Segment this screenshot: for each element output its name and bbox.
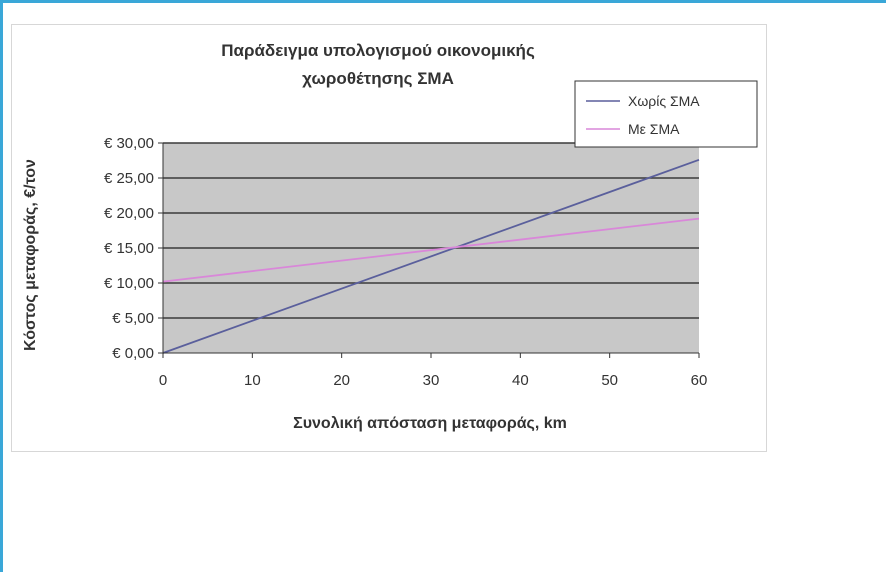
x-tick-label-0: 0 bbox=[159, 372, 167, 389]
chart-title-line-2: χωροθέτησης ΣΜΑ bbox=[302, 69, 454, 88]
y-tick-label-2: € 10,00 bbox=[104, 275, 154, 292]
series-line-me-sma bbox=[162, 217, 700, 283]
legend-box bbox=[574, 80, 758, 148]
chart-title-line-1: Παράδειγμα υπολογισμού οικονομικής bbox=[221, 41, 535, 60]
x-tick-label-2: 20 bbox=[333, 372, 350, 389]
y-tick-label-5: € 25,00 bbox=[104, 170, 154, 187]
y-tick-label-3: € 15,00 bbox=[104, 240, 154, 257]
series-line-xoris-sma bbox=[162, 158, 700, 354]
y-tick-label-1: € 5,00 bbox=[112, 310, 154, 327]
x-tick-label-5: 50 bbox=[601, 372, 618, 389]
legend: Χωρίς ΣΜΑ Με ΣΜΑ bbox=[574, 80, 758, 148]
series-layer bbox=[162, 158, 700, 354]
chart-svg: € 0,00 € 5,00 € 10,00 € 15,00 € 20,00 € 25,00… bbox=[22, 41, 758, 432]
frame-border-left bbox=[0, 0, 3, 572]
legend-label-xoris-sma: Χωρίς ΣΜΑ bbox=[628, 93, 700, 109]
y-tick-label-4: € 20,00 bbox=[104, 205, 154, 222]
frame-border-top bbox=[0, 0, 886, 3]
axes: € 0,00 € 5,00 € 10,00 € 15,00 € 20,00 € 25,00… bbox=[104, 135, 707, 389]
chart-panel: € 0,00 € 5,00 € 10,00 € 15,00 € 20,00 € 25,00… bbox=[11, 24, 767, 452]
x-tick-label-4: 40 bbox=[512, 372, 529, 389]
y-tick-label-0: € 0,00 bbox=[112, 345, 154, 362]
x-axis-label: Συνολική απόσταση μεταφοράς, km bbox=[293, 415, 567, 432]
x-tick-label-3: 30 bbox=[423, 372, 440, 389]
x-tick-label-6: 60 bbox=[691, 372, 708, 389]
legend-label-me-sma: Με ΣΜΑ bbox=[628, 121, 680, 137]
x-tick-label-1: 10 bbox=[244, 372, 261, 389]
y-tick-label-6: € 30,00 bbox=[104, 135, 154, 152]
y-axis-label: Κόστος μεταφοράς, €/τον bbox=[22, 159, 39, 351]
